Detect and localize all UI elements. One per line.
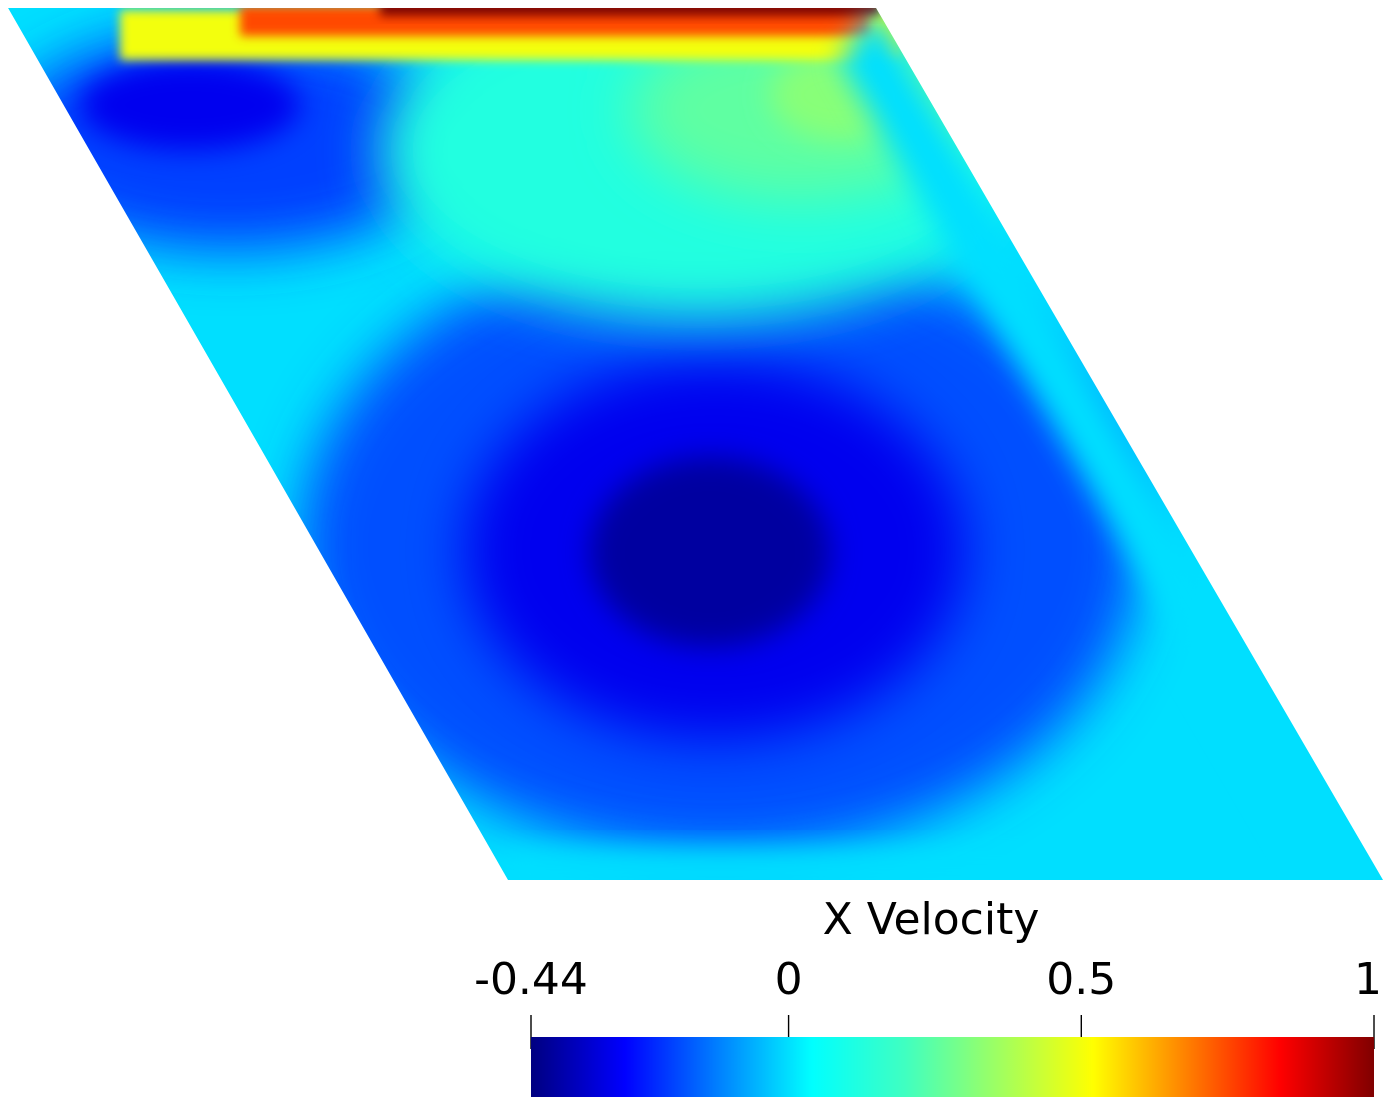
secondary-vortex-core (80, 60, 300, 150)
flow-domain (8, 8, 1383, 880)
bottom-wall-layer (500, 850, 1383, 880)
colorbar-gradient-bar (531, 1037, 1374, 1097)
lid-layer-3 (380, 8, 880, 16)
colorbar-tick-label: 1 (1354, 954, 1382, 1005)
colorbar-tick-label: 0 (775, 954, 803, 1005)
main-vortex-core (590, 457, 830, 647)
colorbar-title: X Velocity (823, 894, 1040, 945)
colorbar: X Velocity -0.44 0 0.5 1 (474, 894, 1382, 1097)
right-wall-layer (840, 8, 1383, 880)
colorbar-tick-label: 0.5 (1046, 954, 1116, 1005)
colorbar-tick-label: -0.44 (474, 954, 588, 1005)
colorbar-tick-labels: -0.44 0 0.5 1 (474, 954, 1382, 1005)
